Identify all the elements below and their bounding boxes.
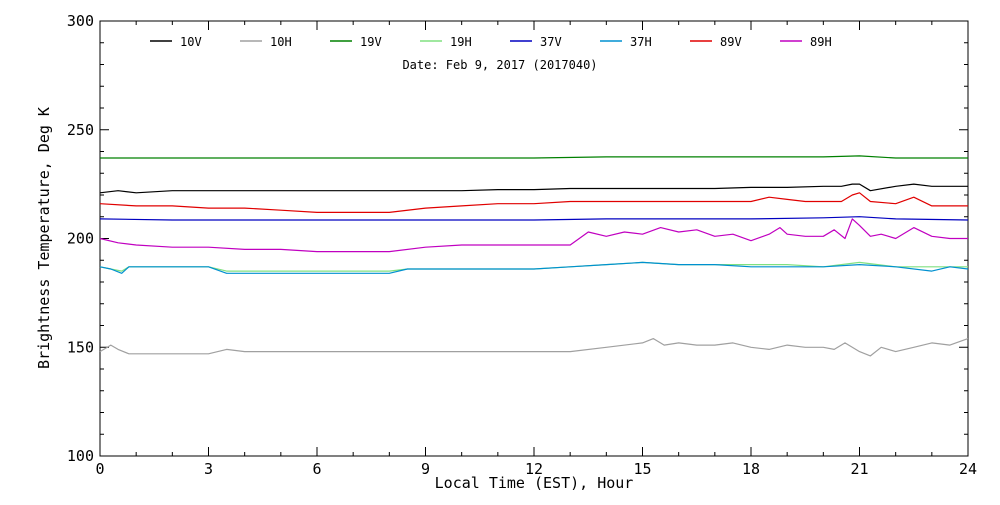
x-tick-label: 21 [850, 460, 868, 478]
series-lines [99, 155, 969, 357]
legend-label-10v: 10V [180, 35, 202, 49]
series-line-89h [99, 218, 968, 253]
legend-label-19v: 19V [360, 35, 382, 49]
x-tick-label: 6 [312, 460, 321, 478]
legend: 10V 10H 19V 19H 37V 37H 89V 89H [150, 35, 832, 49]
x-tick-label: 12 [525, 460, 543, 478]
legend-label-37v: 37V [540, 35, 562, 49]
series-line-37v [99, 216, 969, 221]
x-axis-label: Local Time (EST), Hour [435, 474, 634, 492]
series-line-10v [99, 183, 968, 194]
y-tick-label: 100 [67, 447, 94, 465]
plot-frame [99, 20, 969, 457]
x-tick-label: 3 [204, 460, 213, 478]
x-tick-label: 15 [633, 460, 651, 478]
y-tick-label: 200 [67, 230, 94, 248]
y-axis-label: Brightness Temperature, Deg K [35, 107, 53, 369]
series-line-10h [99, 338, 969, 357]
date-label: Date: Feb 9, 2017 (2017040) [402, 58, 597, 72]
y-tick-label: 250 [67, 121, 94, 139]
y-tick-label: 300 [67, 12, 94, 30]
legend-label-89h: 89H [810, 35, 832, 49]
series-line-19v [100, 155, 968, 159]
series-line-37h [99, 261, 969, 274]
y-tick-label: 150 [67, 338, 94, 356]
legend-label-37h: 37H [630, 35, 652, 49]
series-line-89v [99, 192, 968, 213]
x-tick-label: 0 [95, 460, 104, 478]
x-tick-label: 24 [959, 460, 977, 478]
series-line-19h [99, 261, 968, 272]
legend-label-19h: 19H [450, 35, 472, 49]
x-tick-label: 18 [742, 460, 760, 478]
legend-label-10h: 10H [270, 35, 292, 49]
x-tick-label: 9 [421, 460, 430, 478]
legend-label-89v: 89V [720, 35, 742, 49]
axis-ticks: 0 3 6 9 12 15 18 21 24 100 150 200 250 300 [67, 12, 977, 478]
